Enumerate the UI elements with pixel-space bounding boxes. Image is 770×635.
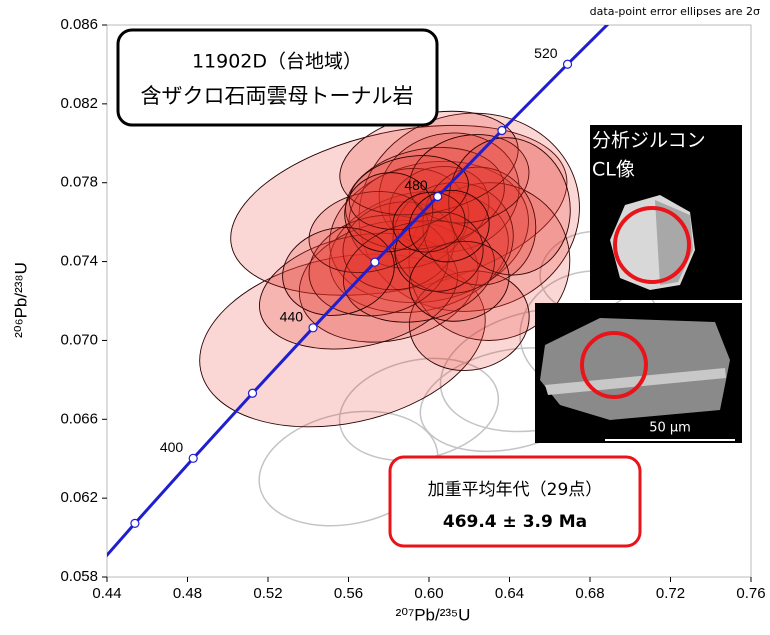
sample-box <box>118 30 437 125</box>
age-marker <box>564 60 572 68</box>
x-tick-label: 0.48 <box>173 585 202 602</box>
y-tick-label: 0.082 <box>60 95 98 112</box>
x-tick-label: 0.60 <box>414 585 443 602</box>
result-label: 加重平均年代（29点） <box>428 480 603 500</box>
inset-title: 分析ジルコン <box>592 130 706 152</box>
age-marker <box>249 389 257 397</box>
x-tick-label: 0.68 <box>575 585 604 602</box>
age-label: 480 <box>404 177 428 193</box>
rock-type: 含ザクロ石両雲母トーナル岩 <box>141 84 414 108</box>
age-marker <box>371 258 379 266</box>
page: 400 440 480 520 0.44 0.48 0.52 0.56 0.60 0.64 0.6… <box>0 0 770 635</box>
age-marker <box>630 0 638 2</box>
y-tick-label: 0.058 <box>60 568 98 585</box>
result-box <box>390 457 640 546</box>
x-tick-label: 0.76 <box>736 585 765 602</box>
y-tick-label: 0.078 <box>60 174 98 191</box>
age-label: 440 <box>280 309 304 325</box>
chart: 400 440 480 520 0.44 0.48 0.52 0.56 0.60 0.64 0.6… <box>0 0 770 635</box>
x-tick-label: 0.64 <box>495 585 524 602</box>
age-label: 400 <box>160 439 184 455</box>
y-tick-label: 0.074 <box>60 253 98 270</box>
x-tick-label: 0.52 <box>253 585 282 602</box>
inset-title: CL像 <box>592 159 635 181</box>
y-tick-label: 0.062 <box>60 489 98 506</box>
age-marker <box>131 519 139 527</box>
result-age: 469.4 ± 3.9 Ma <box>443 512 587 532</box>
note: data-point error ellipses are 2σ <box>590 5 760 18</box>
x-axis-label: ²⁰⁷Pb/²³⁵U <box>396 605 471 624</box>
age-label: 520 <box>534 45 558 61</box>
sample-id: 11902D（台地域） <box>192 51 362 73</box>
y-axis-label: ²⁰⁶Pb/²³⁸U <box>11 262 30 338</box>
x-tick-label: 0.72 <box>656 585 685 602</box>
y-tick-label: 0.066 <box>60 410 98 427</box>
age-marker <box>434 193 442 201</box>
age-marker <box>74 584 82 592</box>
y-tick-label: 0.070 <box>60 331 98 348</box>
x-tick-label: 0.56 <box>334 585 363 602</box>
age-marker <box>498 126 506 134</box>
scale-label: 50 μm <box>649 421 691 436</box>
age-marker <box>309 324 317 332</box>
age-marker <box>189 454 197 462</box>
x-tick-label: 0.44 <box>92 585 121 602</box>
y-tick-label: 0.086 <box>60 16 98 33</box>
